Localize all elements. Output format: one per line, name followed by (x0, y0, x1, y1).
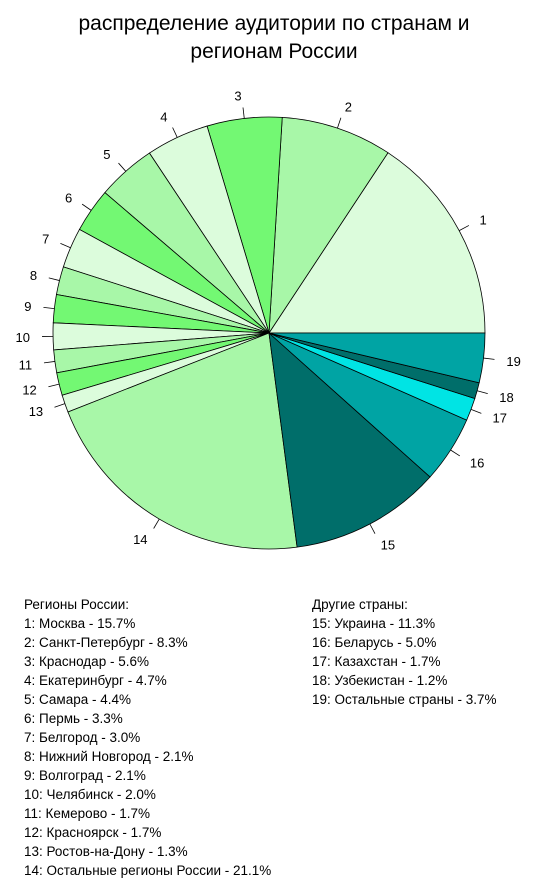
slice-leader-line-1 (459, 225, 470, 231)
slice-label-7: 7 (42, 232, 49, 247)
chart-title: распределение аудитории по странам и рег… (0, 10, 548, 66)
slice-leader-line-3 (242, 107, 245, 119)
legend-item: 6: Пермь - 3.3% (24, 711, 123, 726)
legend-header: Другие страны: (312, 597, 408, 612)
legend-item: 17: Казахстан - 1.7% (312, 654, 441, 669)
chart-title-line-1: распределение аудитории по странам и (78, 12, 470, 35)
slice-leader-line-6 (81, 203, 92, 211)
legend-item: 11: Кемерово - 1.7% (24, 806, 150, 821)
slice-label-2: 2 (345, 99, 352, 114)
slice-leader-line-5 (118, 162, 127, 172)
legend-header: Регионы России: (24, 597, 130, 612)
slice-label-14: 14 (133, 532, 147, 547)
slice-label-4: 4 (160, 110, 167, 125)
slice-label-3: 3 (234, 89, 241, 104)
chart-title-line-2: регионам России (190, 40, 358, 63)
slice-leader-line-15 (369, 523, 376, 534)
legend-item: 10: Челябинск - 2.0% (24, 787, 156, 802)
legend-item: 18: Узбекистан - 1.2% (312, 673, 448, 688)
legend-item: 4: Екатеринбург - 4.7% (24, 673, 167, 688)
slice-label-17: 17 (493, 411, 507, 426)
legend-item: 3: Краснодар - 5.6% (24, 654, 149, 669)
slice-label-15: 15 (381, 537, 395, 552)
slice-leader-line-9 (43, 306, 55, 309)
slice-label-19: 19 (506, 354, 520, 369)
legend-item: 5: Самара - 4.4% (24, 692, 131, 707)
slice-leader-line-4 (172, 127, 178, 138)
pie-slice-15 (268, 331, 431, 548)
slice-leader-line-18 (477, 390, 488, 395)
slice-label-13: 13 (29, 404, 43, 419)
legend-item: 12: Красноярск - 1.7% (24, 825, 162, 840)
slice-label-9: 9 (24, 299, 31, 314)
slice-label-1: 1 (479, 213, 486, 228)
legend-other-countries: Другие страны: 15: Украина - 11.3% 16: Б… (312, 595, 497, 709)
slice-label-16: 16 (470, 455, 484, 470)
slice-leader-line-19 (483, 357, 495, 360)
slice-leader-line-11 (43, 361, 55, 364)
legend-item: 9: Волгоград - 2.1% (24, 768, 146, 783)
slice-label-11: 11 (19, 357, 33, 372)
legend-item: 7: Белгород - 3.0% (24, 730, 141, 745)
slice-label-5: 5 (103, 147, 110, 162)
pie-slice-2 (268, 116, 389, 335)
legend-item: 2: Санкт-Петербург - 8.3% (24, 635, 188, 650)
slice-label-8: 8 (30, 268, 37, 283)
slice-leader-line-13 (54, 403, 66, 408)
slice-leader-line-7 (60, 243, 71, 249)
slice-leader-line-12 (48, 383, 60, 388)
slice-leader-line-17 (470, 409, 482, 414)
slice-leader-line-14 (153, 518, 160, 529)
slice-leader-line-16 (450, 449, 461, 457)
slice-leader-line-8 (48, 277, 60, 281)
slice-label-18: 18 (499, 390, 513, 405)
slice-leader-line-2 (337, 117, 342, 129)
pie-slice-19 (268, 332, 486, 384)
slice-label-6: 6 (65, 190, 72, 205)
legend-item: 8: Нижний Новгород - 2.1% (24, 749, 194, 764)
slice-label-12: 12 (22, 383, 36, 398)
legend-item: 13: Ростов-на-Дону - 1.3% (24, 844, 188, 859)
slice-label-10: 10 (16, 330, 30, 345)
legend-item: 14: Остальные регионы России - 21.1% (24, 863, 272, 878)
legend-item: 16: Беларусь - 5.0% (312, 635, 437, 650)
legend-item: 15: Украина - 11.3% (312, 616, 436, 631)
legend-item: 19: Остальные страны - 3.7% (312, 692, 497, 707)
legend-item: 1: Москва - 15.7% (24, 616, 136, 631)
legend-russia-regions: Регионы России: 1: Москва - 15.7% 2: Сан… (24, 595, 271, 880)
